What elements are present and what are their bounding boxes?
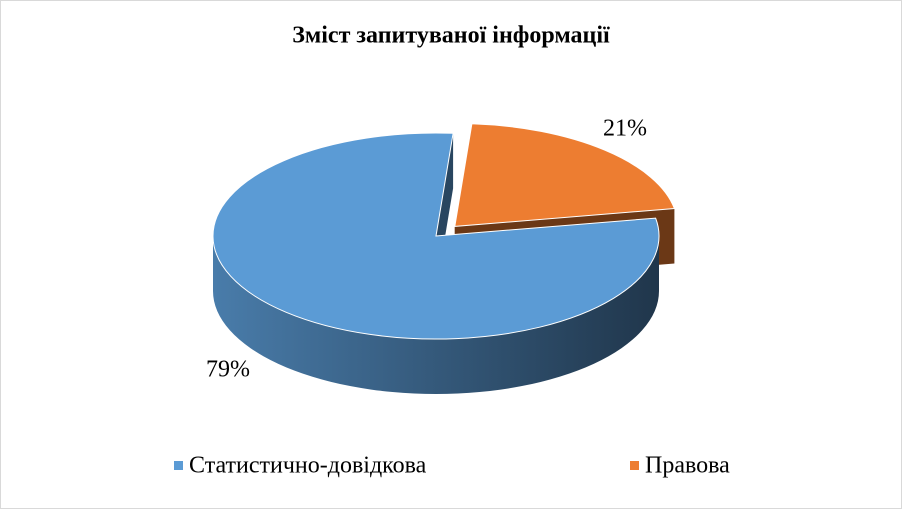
legend-swatch <box>630 461 639 470</box>
data-label: 21% <box>603 116 647 142</box>
legend-swatch <box>174 461 183 470</box>
legend-label: Статистично-довідкова <box>189 453 427 479</box>
slice <box>212 132 660 340</box>
data-label: 79% <box>206 357 250 383</box>
chart-title: Зміст запитуваної інформації <box>292 23 610 49</box>
slice <box>454 123 676 227</box>
legend-label: Правова <box>645 453 730 479</box>
slice-wall <box>213 236 659 394</box>
